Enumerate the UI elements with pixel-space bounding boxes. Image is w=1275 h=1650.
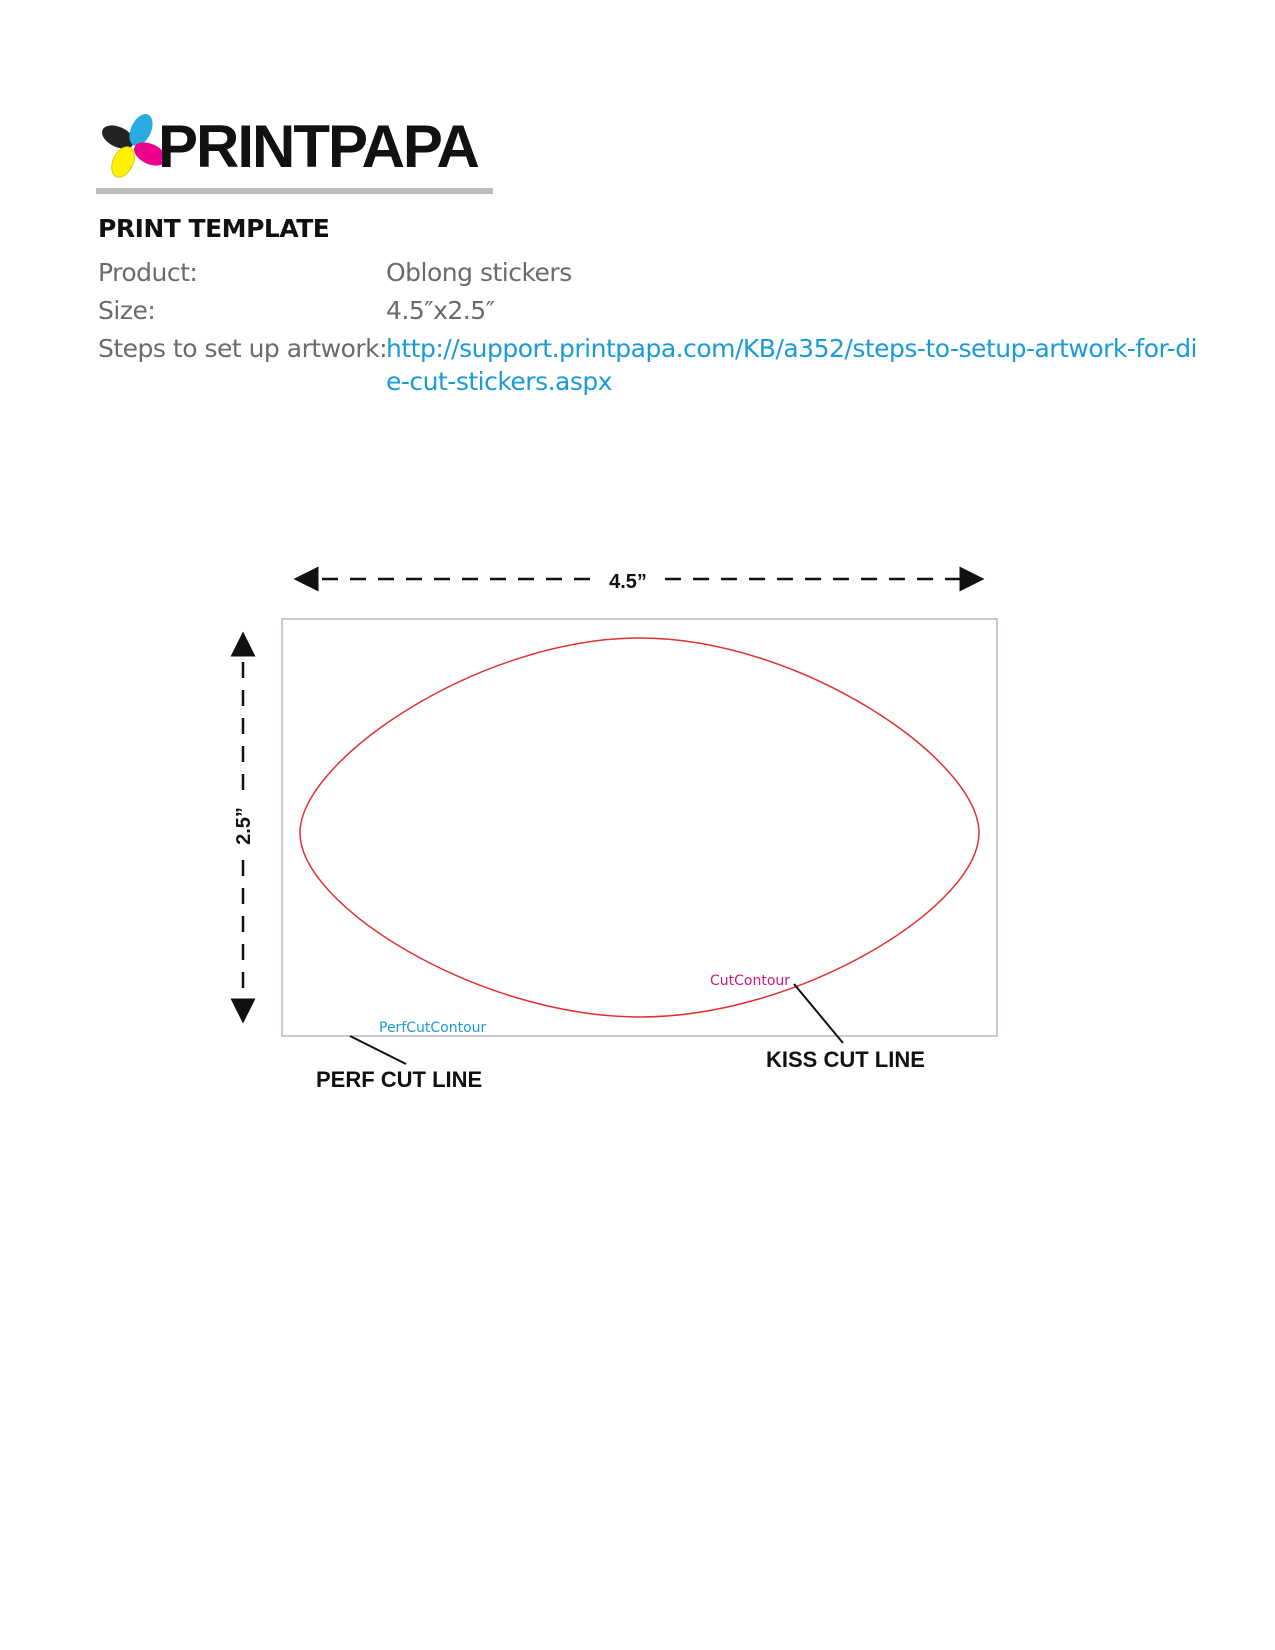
size-value: 4.5″x2.5″ xyxy=(386,296,495,325)
cut-contour-label: CutContour xyxy=(710,973,790,989)
printpapa-logo-icon xyxy=(102,114,166,178)
steps-label: Steps to set up artwork: xyxy=(98,334,388,363)
perf-cut-contour-label: PerfCutContour xyxy=(379,1020,487,1036)
steps-link[interactable]: http://support.printpapa.com/KB/a352/ste… xyxy=(386,334,1198,396)
perf-cut-rectangle xyxy=(281,618,998,1037)
header-divider xyxy=(96,188,493,194)
kiss-cut-callout: KISS CUT LINE xyxy=(766,1047,925,1072)
size-label: Size: xyxy=(98,296,156,325)
perf-cut-leader xyxy=(349,1035,407,1065)
product-label: Product: xyxy=(98,258,198,287)
kiss-cut-contour xyxy=(299,637,980,1018)
width-label: 4.5” xyxy=(609,571,647,593)
perf-cut-callout: PERF CUT LINE xyxy=(316,1067,482,1092)
page-title: PRINT TEMPLATE xyxy=(98,214,330,243)
logo-wordmark: PRINTPAPA xyxy=(158,113,480,180)
product-value: Oblong stickers xyxy=(386,258,572,287)
height-label: 2.5” xyxy=(233,807,255,845)
kiss-cut-leader xyxy=(793,983,844,1044)
